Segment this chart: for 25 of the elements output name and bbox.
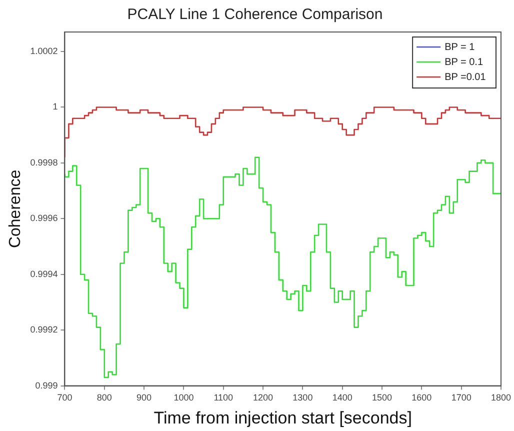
legend-label: BP = 1: [444, 42, 476, 53]
y-axis-title: Coherence: [7, 170, 24, 248]
y-tick-label: 0.9996: [30, 213, 58, 224]
x-tick-label: 1500: [372, 392, 392, 403]
x-tick-label: 1600: [412, 392, 432, 403]
legend-label: BP = 0.1: [444, 56, 484, 68]
y-tick-label: 0.9992: [30, 324, 58, 335]
x-tick-label: 1000: [174, 392, 194, 403]
y-tick-label: 1: [52, 102, 58, 112]
x-tick-label: 1200: [253, 392, 274, 403]
y-tick-label: 0.9994: [30, 268, 58, 279]
legend-label: BP =0.01: [444, 72, 486, 83]
x-tick-label: 1400: [332, 392, 352, 403]
y-tick-label: 0.999: [35, 380, 58, 390]
x-tick-label: 1800: [490, 392, 512, 403]
x-tick-label: 1100: [214, 392, 234, 403]
x-tick-label: 1300: [292, 392, 313, 403]
y-tick-label: 1.0002: [30, 46, 58, 56]
x-axis-title: Time from injection start [seconds]: [154, 408, 412, 428]
x-tick-label: 800: [96, 392, 112, 403]
x-tick-label: 700: [57, 392, 72, 403]
x-tick-label: 1700: [451, 392, 472, 403]
y-tick-label: 0.9998: [30, 157, 58, 168]
chart-title: PCALY Line 1 Coherence Comparison: [127, 6, 383, 24]
x-tick-label: 900: [136, 392, 152, 403]
